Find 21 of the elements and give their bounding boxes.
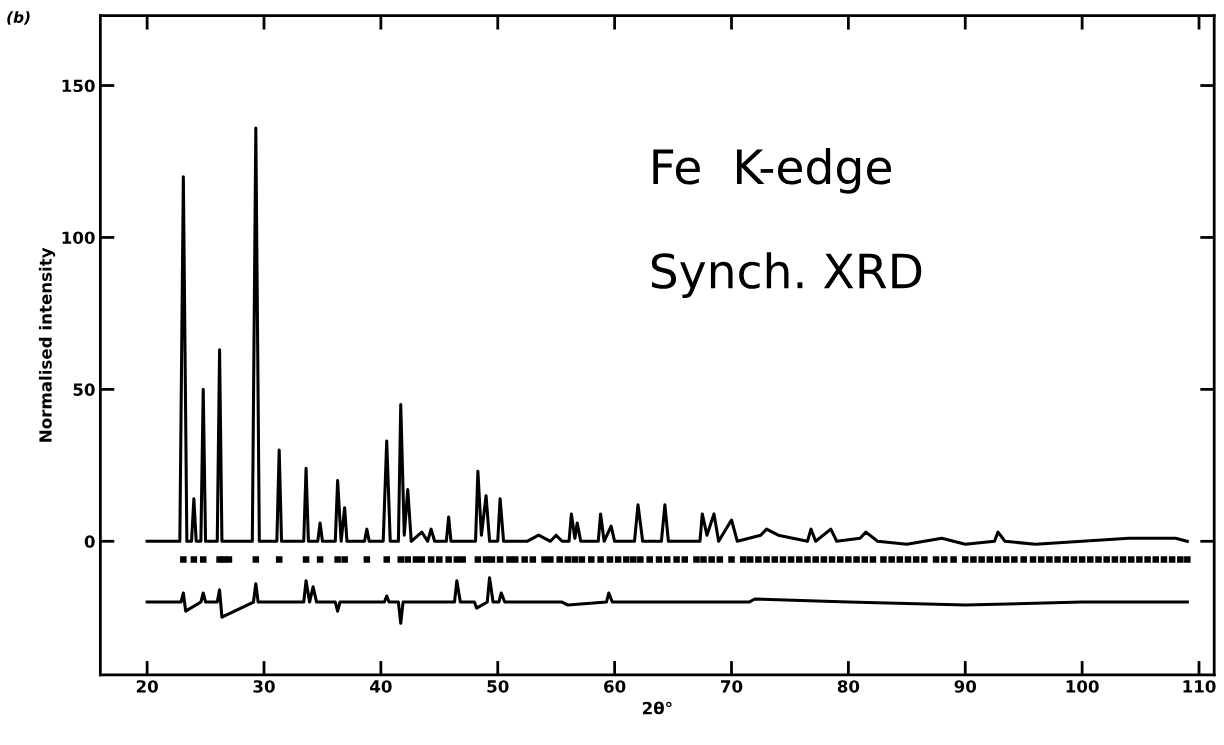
y-axis-title: Normalised intensity: [38, 247, 56, 442]
line-series: [145, 126, 1189, 546]
x-axis-title: 2θ°: [642, 701, 672, 715]
line-series: [145, 576, 1189, 625]
y-tick-label: 100: [62, 231, 95, 245]
x-tick-label: 50: [487, 680, 509, 693]
annotation: Fe K-edge: [653, 148, 891, 194]
x-tick-label: 100: [1066, 680, 1099, 693]
annotation: Synch. XRD: [651, 252, 922, 298]
x-tick-label: 110: [1183, 680, 1216, 693]
x-tick-label: 70: [721, 680, 743, 693]
x-tick-label: 20: [136, 680, 158, 693]
x-tick-label: 40: [370, 680, 392, 693]
x-tick-label: 30: [253, 680, 275, 693]
y-tick-label: 50: [73, 383, 95, 396]
y-tick-label: 0: [84, 535, 95, 548]
text: (b): [7, 11, 30, 25]
y-tick-label: 150: [62, 79, 95, 93]
x-tick-label: 90: [954, 680, 977, 693]
x-tick-label: 60: [604, 680, 626, 693]
x-tick-label: 80: [837, 680, 860, 693]
